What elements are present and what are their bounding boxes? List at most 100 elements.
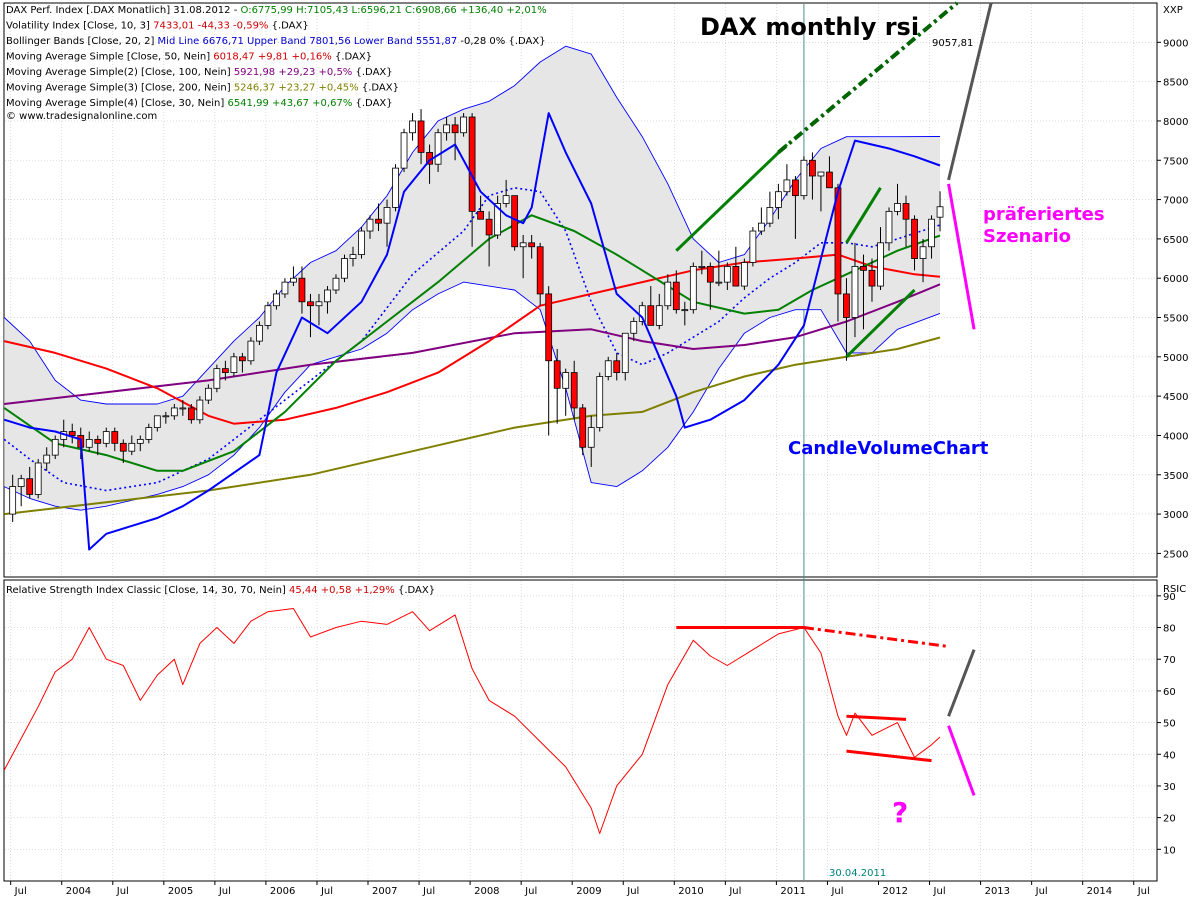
x-tick-label: Jul xyxy=(116,886,129,897)
candle-up xyxy=(400,132,408,169)
candle-down xyxy=(545,293,553,362)
candle-up xyxy=(655,305,663,326)
candle-volume-label: CandleVolumeChart xyxy=(788,438,989,459)
candle-up xyxy=(128,442,136,452)
price-trendline-line xyxy=(845,186,882,244)
price-y-tick-label: 6500 xyxy=(1163,235,1188,246)
candle-up xyxy=(145,427,153,440)
candle-up xyxy=(153,415,161,429)
legend-suffix: -0,28 0% {.DAX} xyxy=(457,36,545,47)
x-tick-label: Jul xyxy=(626,886,639,897)
legend-prefix: Moving Average Simple [Close, 50, Nein] xyxy=(6,52,213,63)
candle-up xyxy=(383,207,391,224)
legend-suffix: {.DAX} xyxy=(268,21,308,32)
price-y-tick-label: 2500 xyxy=(1163,549,1188,560)
candle-down xyxy=(553,360,561,389)
candle-up xyxy=(102,431,110,444)
scenario-label-line2: Szenario xyxy=(983,226,1071,247)
candle-up xyxy=(800,159,808,197)
x-tick-label: 2004 xyxy=(66,886,91,897)
ma50-line xyxy=(3,253,941,425)
candle-up xyxy=(170,407,178,417)
candle-up xyxy=(715,281,723,284)
price-y-tick-label: 7500 xyxy=(1163,156,1188,167)
x-tick-label: 2010 xyxy=(678,886,703,897)
candle-up xyxy=(434,132,442,165)
candle-up xyxy=(519,242,527,248)
legend-suffix: {.DAX} xyxy=(395,585,435,596)
candle-up xyxy=(783,179,791,193)
candle-up xyxy=(281,281,289,295)
candle-down xyxy=(187,407,195,421)
legend-prefix: DAX Perf. Index [.DAX Monatlich] 31.08.2… xyxy=(6,5,241,16)
candle-up xyxy=(587,427,595,448)
rsi-grid xyxy=(5,581,1156,880)
bollinger-lower-line xyxy=(4,281,941,511)
candle-down xyxy=(451,124,459,134)
candle-up xyxy=(681,309,689,312)
candle-up xyxy=(817,171,825,177)
legend-suffix: {.DAX} xyxy=(352,98,392,109)
price-y-tick-label: 9000 xyxy=(1163,38,1188,49)
legend-suffix: {.DAX} xyxy=(352,67,392,78)
legend-value: 7433,01 -44,33 -0,59% xyxy=(153,21,268,32)
candle-down xyxy=(792,179,799,197)
candle-down xyxy=(868,269,876,287)
candle-down xyxy=(221,368,229,373)
candle-up xyxy=(877,242,884,287)
legend-suffix: {.DAX} xyxy=(332,52,372,63)
legend-value: 5246,37 +23,27 +0,45% xyxy=(234,83,359,94)
date-marker-label: 30.04.2011 xyxy=(829,868,886,879)
x-tick-label: Jul xyxy=(728,886,741,897)
price-y-tick-label: 6000 xyxy=(1163,274,1188,285)
candle-down xyxy=(843,293,850,318)
legend-value: 45,44 +0,58 +1,29% xyxy=(289,585,395,596)
x-tick-label: Jul xyxy=(524,886,537,897)
candle-up xyxy=(919,246,927,259)
candle-down xyxy=(307,301,314,307)
candle-up xyxy=(349,254,357,259)
candle-up xyxy=(324,289,331,303)
price-trendline-line xyxy=(675,143,788,252)
candle-up xyxy=(689,266,697,311)
candle-up xyxy=(630,321,638,334)
candle-down xyxy=(613,360,621,373)
copyright-text: © www.tradesignalonline.com xyxy=(6,111,157,122)
candle-down xyxy=(111,431,119,444)
candle-down xyxy=(911,218,918,259)
rsi-y-tick-label: 30 xyxy=(1163,782,1176,793)
candle-up xyxy=(392,167,399,208)
candle-up xyxy=(341,258,348,279)
x-tick-label: Jul xyxy=(1137,886,1150,897)
legend-prefix: Volatility Index [Close, 10, 3] xyxy=(6,21,153,32)
legend-prefix: Moving Average Simple(3) [Close, 200, Ne… xyxy=(6,83,234,94)
price-y-tick-label: 4500 xyxy=(1163,392,1188,403)
rsi-y-tick-label: 60 xyxy=(1163,687,1176,698)
candle-up xyxy=(758,222,765,232)
rsi-plot xyxy=(3,608,976,834)
candle-up xyxy=(358,230,365,256)
candle-up xyxy=(502,195,510,204)
candle-up xyxy=(766,207,774,224)
price-y-unit: XXP xyxy=(1163,5,1183,16)
price-legend: DAX Perf. Index [.DAX Monatlich] 31.08.2… xyxy=(6,5,547,596)
ma30-line xyxy=(3,214,941,472)
candle-up xyxy=(928,218,935,248)
legend-line: Volatility Index [Close, 10, 3] 7433,01 … xyxy=(6,21,309,32)
x-tick-label: Jul xyxy=(218,886,231,897)
candle-up xyxy=(723,266,731,283)
rsi-trendline-line xyxy=(846,749,932,763)
legend-line: Moving Average Simple(4) [Close, 30, Nei… xyxy=(6,98,393,109)
candle-down xyxy=(579,407,587,448)
candle-down xyxy=(528,242,536,248)
rsi-y-tick-label: 20 xyxy=(1163,814,1176,825)
x-tick-label: Jul xyxy=(1035,886,1048,897)
legend-line: Moving Average Simple(3) [Close, 200, Ne… xyxy=(6,83,399,94)
candle-up xyxy=(562,372,570,389)
x-tick-label: 2011 xyxy=(780,886,805,897)
candle-down xyxy=(468,116,476,212)
x-tick-label: Jul xyxy=(830,886,843,897)
rsi-y-tick-label: 90 xyxy=(1163,592,1176,603)
candle-down xyxy=(902,203,910,220)
candle-up xyxy=(936,206,944,218)
